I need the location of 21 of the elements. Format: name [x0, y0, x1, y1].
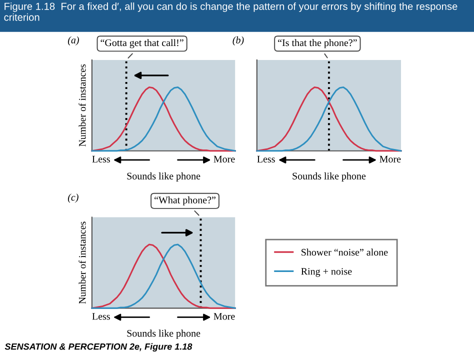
text: (b): [232, 36, 244, 46]
legend-label: Shower “noise” alone: [302, 248, 388, 256]
legend-label: Ring + noise: [301, 268, 352, 277]
text: “What phone?”: [154, 196, 216, 206]
text: “Is that the phone?”: [278, 39, 357, 48]
text: More: [380, 156, 401, 162]
chart-title: Figure 1.18 For a fixed d′, all you can do is change the pattern of your errors by shifting the response criterion: [4, 2, 458, 21]
text: “Gotta get that call!”: [100, 39, 184, 48]
x-axis-title: Sounds like phone: [127, 172, 200, 182]
text: (a): [68, 36, 79, 46]
text: Less: [92, 313, 110, 320]
x-axis-title: Sounds like phone: [127, 330, 200, 339]
text: Less: [92, 156, 110, 162]
text: More: [214, 313, 235, 320]
x-axis-title: Sounds like phone: [292, 172, 366, 182]
text: (c): [68, 194, 78, 203]
text: More: [214, 156, 235, 162]
y-axis-title: Number of instances: [78, 222, 86, 304]
text: SENSATION & PERCEPTION 2e, Figure 1.18: [4, 343, 192, 352]
text: Less: [257, 156, 275, 162]
y-axis-title: Number of instances: [78, 64, 86, 147]
